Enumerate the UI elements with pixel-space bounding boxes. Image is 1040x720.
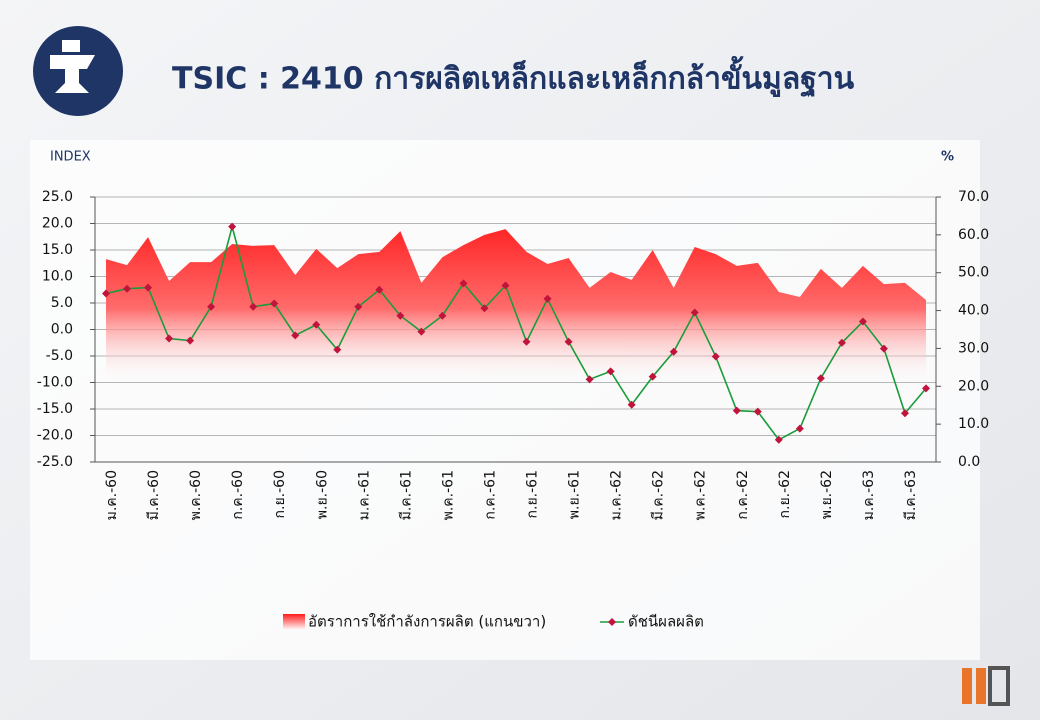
x-tick-label: ม.ค.-60 bbox=[104, 470, 120, 520]
x-tick-label: ม.ค.-61 bbox=[356, 470, 372, 520]
x-tick-label: พ.ค.-61 bbox=[440, 470, 456, 520]
y2-tick-label: 10.0 bbox=[958, 416, 989, 432]
marker bbox=[900, 409, 909, 418]
x-tick-label: พ.ย.-62 bbox=[819, 470, 835, 519]
marker bbox=[564, 337, 573, 346]
legend-label: อัตราการใช้กำลังการผลิต (แกนขวา) bbox=[308, 613, 546, 631]
line bbox=[105, 223, 927, 441]
y-axis-title: INDEX bbox=[50, 150, 91, 165]
y2-tick-label: 30.0 bbox=[958, 340, 989, 356]
marker bbox=[396, 311, 405, 320]
marker bbox=[922, 384, 930, 393]
area bbox=[106, 229, 926, 462]
chart-title: TSIC : 2410 การผลิตเหล็กและเหล็กกล้าขั้น… bbox=[172, 56, 855, 99]
marker bbox=[312, 320, 321, 329]
x-tick-label: ก.ค.-61 bbox=[482, 470, 498, 520]
marker bbox=[228, 222, 237, 231]
marker bbox=[774, 435, 783, 444]
marker bbox=[816, 374, 825, 383]
marker bbox=[837, 338, 846, 347]
x-tick-label: ม.ค.-62 bbox=[609, 470, 625, 520]
marker bbox=[249, 302, 258, 311]
y2-tick-label: 0.0 bbox=[958, 454, 980, 470]
y-tick-label: 25.0 bbox=[42, 189, 73, 205]
marker bbox=[711, 352, 720, 361]
marker bbox=[186, 336, 195, 345]
marker bbox=[459, 279, 468, 288]
marker bbox=[753, 407, 762, 416]
marker bbox=[669, 347, 678, 356]
x-tick-label: มี.ค.-62 bbox=[651, 470, 667, 520]
footer-logo bbox=[962, 666, 1010, 706]
y-tick-label: 0.0 bbox=[51, 322, 73, 338]
x-tick-label: พ.ย.-61 bbox=[567, 470, 583, 519]
x-tick-label: ก.ย.-62 bbox=[777, 470, 793, 518]
x-tick-label: มี.ค.-63 bbox=[903, 470, 919, 520]
y2-tick-label: 60.0 bbox=[958, 227, 989, 243]
y-tick-label: 20.0 bbox=[42, 216, 73, 232]
x-tick-label: ม.ค.-63 bbox=[861, 470, 877, 520]
y2-tick-label: 40.0 bbox=[958, 303, 989, 319]
y-tick-label: -5.0 bbox=[46, 348, 73, 364]
marker bbox=[585, 375, 594, 384]
marker bbox=[501, 281, 510, 290]
y2-tick-label: 70.0 bbox=[958, 189, 989, 205]
marker bbox=[879, 344, 888, 353]
marker bbox=[144, 283, 153, 292]
x-tick-label: ก.ค.-60 bbox=[230, 470, 246, 520]
marker bbox=[333, 345, 342, 354]
y-tick-label: -15.0 bbox=[37, 401, 73, 417]
marker bbox=[354, 302, 363, 311]
legend-label: ดัชนีผลผลิต bbox=[628, 613, 704, 631]
y-tick-label: -20.0 bbox=[37, 428, 73, 444]
x-tick-label: ก.ค.-62 bbox=[735, 470, 751, 520]
marker bbox=[522, 337, 531, 346]
legend-swatch bbox=[283, 614, 305, 630]
marker bbox=[858, 317, 867, 326]
y2-axis-title: % bbox=[941, 150, 954, 165]
y-tick-label: -10.0 bbox=[37, 375, 73, 391]
x-tick-label: พ.ค.-60 bbox=[188, 470, 204, 520]
y-tick-label: 10.0 bbox=[42, 269, 73, 285]
marker bbox=[606, 367, 615, 376]
x-tick-label: ก.ย.-61 bbox=[525, 470, 541, 518]
marker bbox=[165, 334, 174, 343]
x-tick-label: มี.ค.-60 bbox=[146, 470, 162, 520]
marker bbox=[480, 304, 489, 313]
marker bbox=[270, 299, 279, 308]
marker bbox=[690, 308, 699, 317]
legend-marker bbox=[608, 618, 616, 626]
x-tick-label: พ.ย.-60 bbox=[314, 470, 330, 519]
marker bbox=[102, 289, 110, 298]
y2-tick-label: 50.0 bbox=[958, 265, 989, 281]
logo bbox=[33, 26, 123, 116]
x-tick-label: พ.ค.-62 bbox=[693, 470, 709, 520]
marker bbox=[438, 311, 447, 320]
marker bbox=[732, 406, 741, 415]
marker bbox=[648, 372, 657, 381]
marker bbox=[207, 302, 216, 311]
y2-tick-label: 20.0 bbox=[958, 378, 989, 394]
y-tick-label: 15.0 bbox=[42, 242, 73, 258]
marker bbox=[123, 284, 132, 293]
marker bbox=[543, 294, 552, 303]
x-tick-label: ก.ย.-60 bbox=[272, 470, 288, 518]
marker bbox=[627, 400, 636, 409]
marker bbox=[795, 424, 804, 433]
marker bbox=[375, 285, 384, 294]
marker bbox=[291, 331, 300, 340]
marker bbox=[417, 327, 426, 336]
y-tick-label: 5.0 bbox=[51, 295, 73, 311]
x-tick-label: มี.ค.-61 bbox=[398, 470, 414, 520]
y-tick-label: -25.0 bbox=[37, 454, 73, 470]
